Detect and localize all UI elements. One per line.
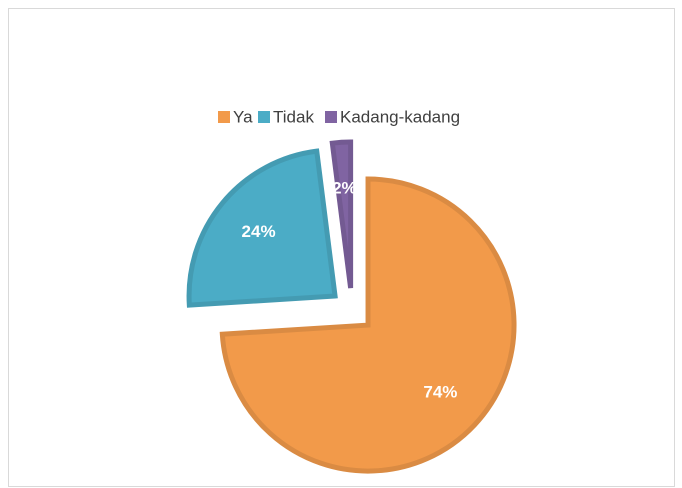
pie-slice [186,148,338,308]
legend: Ya Tidak Kadang-kadang [218,107,460,126]
pie-slice [329,139,354,289]
data-label: 74% [423,383,457,402]
legend-label: Tidak [273,107,314,126]
legend-swatch [258,111,270,123]
pie-slice [219,176,517,474]
data-label: 2% [332,178,357,197]
legend-swatch [218,111,230,123]
legend-swatch [325,111,337,123]
legend-label: Kadang-kadang [340,107,460,126]
legend-label: Ya [233,107,253,126]
data-label: 24% [242,222,276,241]
